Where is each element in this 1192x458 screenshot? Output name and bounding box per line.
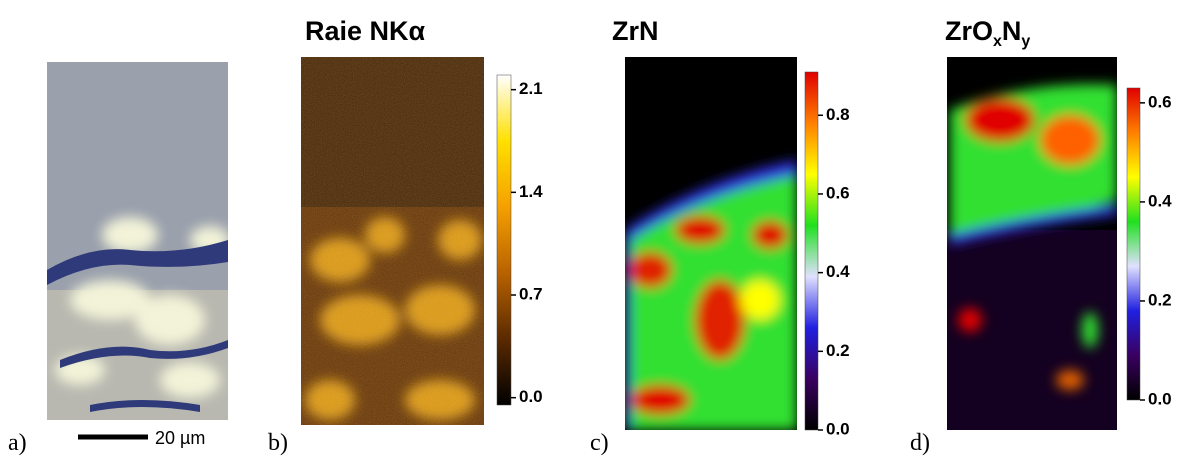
micrograph [47,62,228,420]
map-image [947,57,1117,430]
colorbar-tick-label: 2.1 [519,79,543,98]
colorbar-tick-label: 0.8 [826,105,850,124]
title-text: N [1002,16,1022,46]
map-image [301,57,484,425]
title-subscript: x [993,33,1002,50]
panel-title: Raie NKα [305,16,426,46]
colorbar-tick-label: 0.6 [826,183,850,202]
colorbar-tick-label: 0.0 [519,387,543,406]
colorbar-tick-label: 0.4 [826,262,850,281]
panel-title: ZrN [612,16,659,46]
colorbar-tick-label: 0.0 [826,419,850,438]
panel-label: b) [268,430,288,456]
title-subscript: y [1021,33,1030,50]
colorbar [1126,87,1141,401]
colorbar-tick-label: 0.4 [1148,191,1172,210]
colorbar [804,71,819,431]
panel-label: a) [8,430,27,456]
colorbar [496,74,512,406]
panel-label: d) [910,430,930,456]
panel-title: ZrOxNy [945,16,1030,50]
panel-label: c) [590,430,609,456]
colorbar-tick-label: 0.7 [519,284,543,303]
colorbar-tick-label: 0.0 [1148,389,1172,408]
colorbar-tick-label: 0.2 [1148,290,1172,309]
colorbar-tick-label: 0.2 [826,341,850,360]
colorbar-tick-label: 0.6 [1148,92,1172,111]
scale-bar-label: 20 µm [155,428,205,448]
title-text: ZrO [945,16,993,46]
title-text: ZrN [612,16,659,46]
title-text: Raie NKα [305,16,426,46]
colorbar-tick-label: 1.4 [519,182,543,201]
map-image [625,57,797,430]
